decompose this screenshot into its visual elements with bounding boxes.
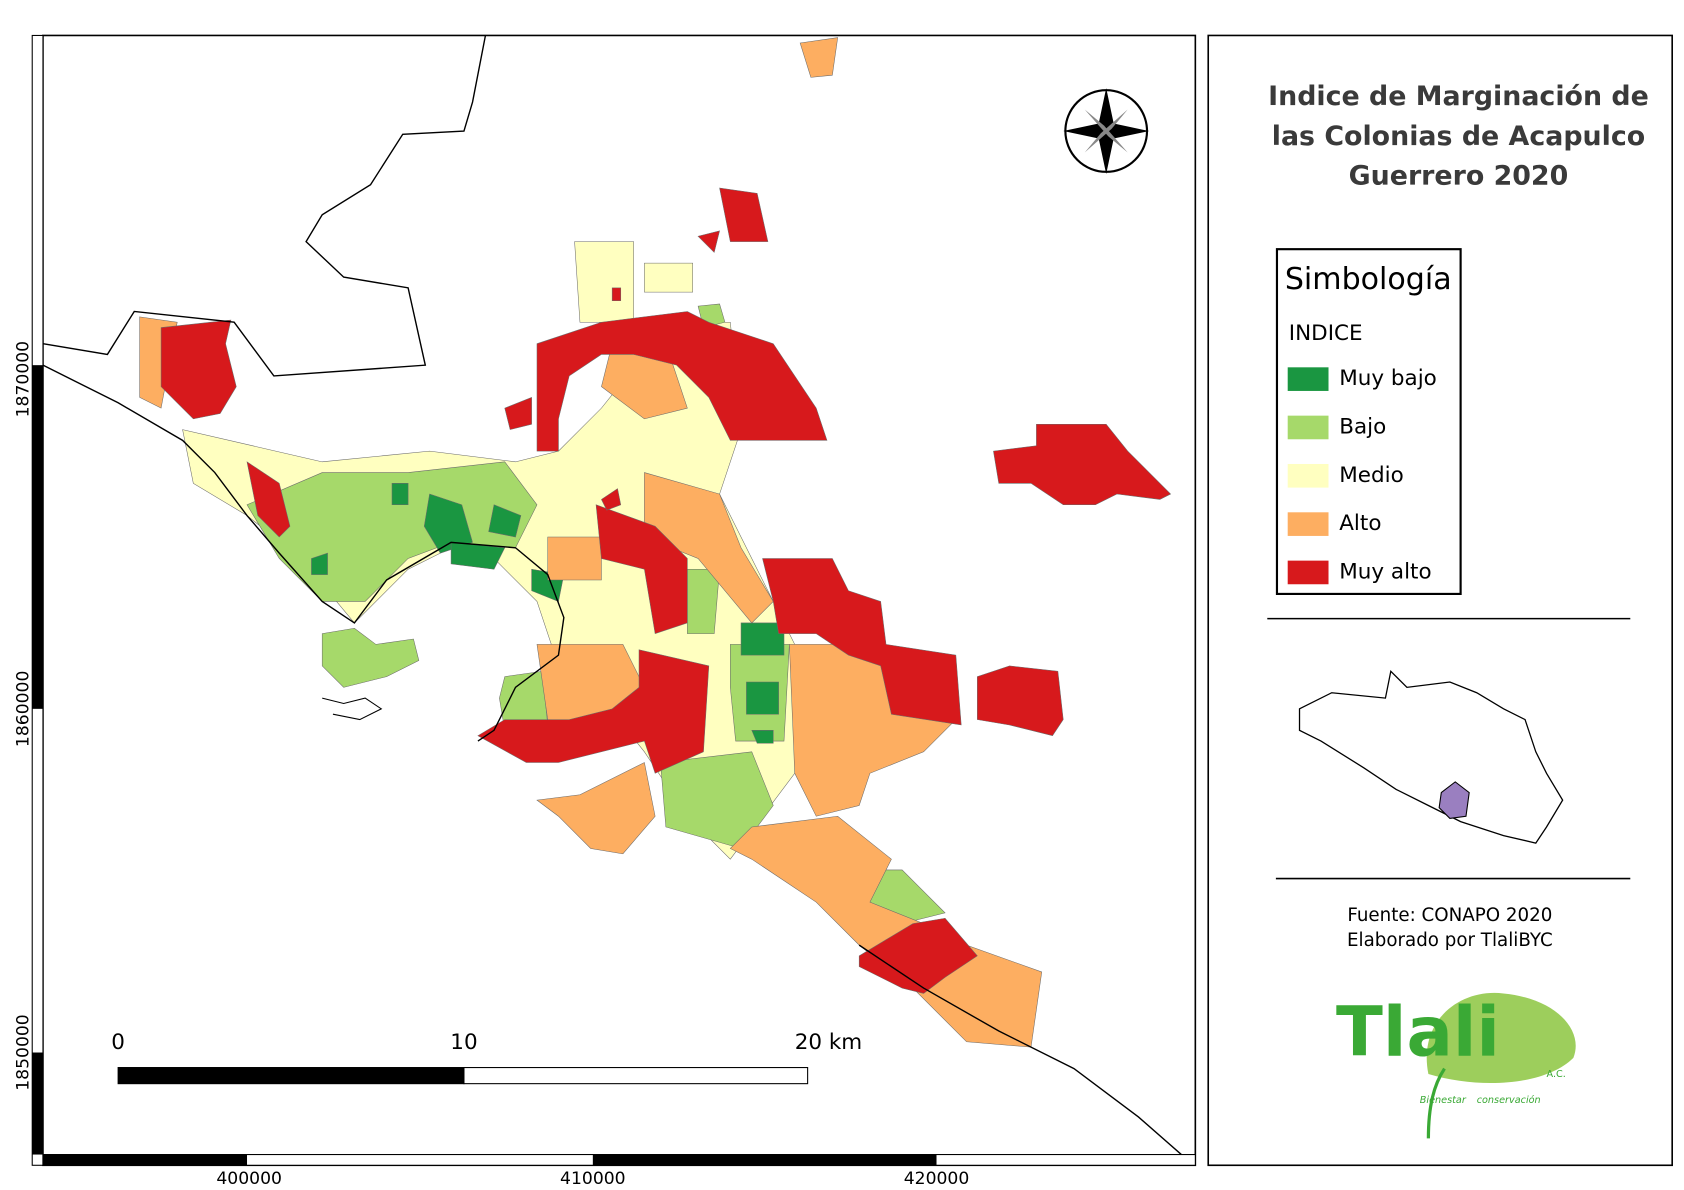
- scale-bar: [463, 1067, 809, 1085]
- coastline: [42, 364, 565, 742]
- logo-suffix: A.C.: [1547, 1069, 1566, 1080]
- legend-swatch: [1287, 463, 1329, 488]
- frame-bar: [592, 1154, 937, 1166]
- colonias: [139, 37, 1172, 1048]
- legend-label: Medio: [1339, 463, 1403, 488]
- colonia: [246, 461, 291, 538]
- boundary: [42, 35, 487, 377]
- y-coordinate: 1870000: [14, 341, 34, 417]
- logo-name: Tlali: [1336, 992, 1500, 1072]
- source: Fuente: CONAPO 2020: [1347, 905, 1552, 926]
- colonia: [504, 396, 532, 430]
- side-panel: [1207, 34, 1673, 1167]
- coastline: [858, 944, 1182, 1156]
- legend-swatch: [1287, 415, 1329, 440]
- inset-acapulco: [1438, 781, 1470, 819]
- colonia: [719, 187, 769, 242]
- colonia: [311, 552, 328, 575]
- colonia: [574, 241, 634, 323]
- colonia: [547, 536, 602, 581]
- title: Indice de Marginación de: [1268, 81, 1649, 112]
- colonia: [977, 665, 1064, 736]
- colonia: [601, 488, 622, 511]
- author: Elaborado por TlaliBYC: [1347, 930, 1553, 951]
- colonia: [595, 504, 688, 635]
- scale-label: 20 km: [795, 1030, 863, 1055]
- y-coordinate: 1850000: [14, 1014, 34, 1090]
- x-coordinate: 400000: [216, 1169, 282, 1189]
- colonia: [697, 230, 720, 253]
- logo-tag: conservación: [1477, 1094, 1541, 1106]
- legend-label: Alto: [1339, 511, 1381, 536]
- legend-subtitle: INDICE: [1289, 321, 1363, 346]
- colonia: [321, 628, 420, 688]
- colonia: [746, 681, 779, 715]
- scale-label: 0: [111, 1030, 125, 1055]
- colonia: [740, 622, 785, 656]
- colonia: [993, 423, 1172, 506]
- scale-label: 10: [450, 1030, 477, 1055]
- island: [322, 697, 383, 721]
- inset-outline: [1298, 669, 1564, 844]
- colonia: [799, 37, 839, 78]
- x-coordinate: 410000: [560, 1169, 626, 1189]
- legend-swatch: [1287, 560, 1329, 585]
- logo: Tlali A.C. Bienestar conservación: [1336, 992, 1576, 1139]
- title: Guerrero 2020: [1349, 161, 1569, 192]
- colonia: [858, 917, 978, 994]
- title: las Colonias de Acapulco: [1272, 121, 1645, 152]
- colonia: [160, 319, 237, 420]
- frame-bar: [32, 1052, 43, 1155]
- x-coordinate: 420000: [904, 1169, 970, 1189]
- legend-swatch: [1287, 367, 1329, 391]
- colonia: [687, 568, 720, 634]
- colonia: [536, 762, 656, 855]
- y-coordinate: 1860000: [14, 671, 34, 747]
- legend-label: Muy alto: [1339, 559, 1431, 584]
- colonia: [477, 649, 710, 774]
- scale-bar: [117, 1067, 465, 1085]
- frame-bar: [32, 365, 43, 709]
- compass: [1063, 88, 1150, 174]
- legend-label: Bajo: [1339, 414, 1386, 439]
- frame-bar: [42, 1154, 248, 1166]
- colonia: [488, 504, 522, 538]
- colonia: [391, 483, 409, 506]
- legend-swatch: [1287, 512, 1329, 536]
- colonia: [751, 730, 774, 744]
- legend-title: Simbología: [1285, 262, 1452, 297]
- legend-label: Muy bajo: [1339, 366, 1437, 391]
- logo-tag: Bienestar: [1420, 1095, 1467, 1106]
- legend-items: Muy bajo Bajo Medio Alto Muy alto: [1287, 366, 1437, 585]
- colonia: [536, 311, 828, 452]
- colonia: [611, 287, 622, 301]
- colonia: [762, 558, 962, 726]
- colonia: [644, 262, 693, 293]
